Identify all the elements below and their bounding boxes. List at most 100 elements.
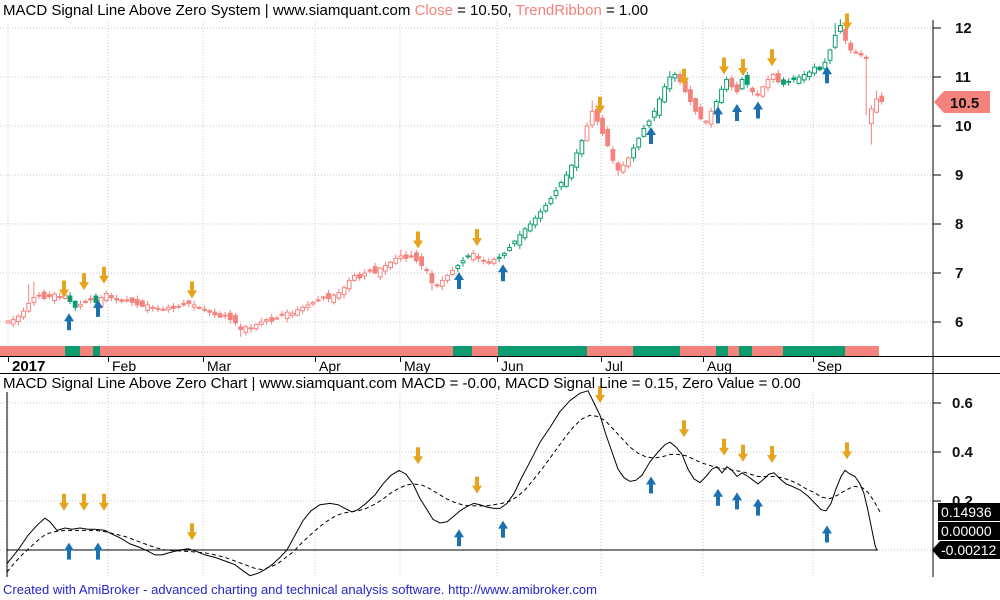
candle-body [372,266,378,274]
candle-body [589,110,595,126]
amibroker-footer: Created with AmiBroker - advanced charti… [3,582,597,597]
candle-body [119,299,125,302]
candle-body [569,164,574,179]
price-axis-label: 8 [955,216,963,233]
candle-body [326,293,331,300]
candle-body [336,292,342,299]
candle-body [186,300,192,304]
candle-body [491,258,497,264]
candle-body [827,49,833,61]
macd-value-box [938,503,1000,521]
macd-axis-label: 0.4 [952,444,974,461]
candle-body [879,95,885,102]
candle-body [171,305,176,309]
candle-body [605,128,611,147]
candle-body [310,301,316,305]
candle-body [103,293,109,302]
candle-body [801,74,807,81]
candle-body [5,320,11,324]
price-pane-title-text: MACD Signal Line Above Zero System | www… [3,2,415,19]
trend-ribbon-segment [0,346,65,356]
candle-body [233,315,238,324]
trend-ribbon-segment [752,346,783,356]
date-label: Apr [319,358,341,374]
candle-body [817,66,823,71]
sell-arrow-icon [738,59,748,76]
candle-body [134,299,140,306]
candle-body [72,300,78,308]
candle-body [212,311,218,316]
candle-body [88,298,94,301]
sell-arrow-icon [472,229,482,247]
candle-body [739,79,745,90]
candle-body [636,137,642,148]
candle-body [403,254,409,259]
candle-body [160,308,166,311]
candle-body [238,326,244,330]
candle-body [248,327,254,330]
sell-arrow-icon [79,273,89,291]
trend-ribbon-segment [783,346,845,356]
date-label: Sep [817,358,842,374]
candle-body [341,287,347,296]
date-tick [400,357,401,362]
candle-body [414,252,419,262]
buy-arrow-icon [64,313,74,331]
candle-body [775,73,781,83]
candle-body [796,76,802,84]
candle-body [21,310,26,318]
sell-arrow-icon [595,96,605,114]
candle-body [217,313,223,318]
price-axis-label: 6 [955,314,963,331]
buy-arrow-icon [93,542,103,560]
candle-body [424,269,430,272]
candle-body [631,147,637,159]
date-label: Jun [501,358,524,374]
candle-body [672,74,678,79]
candle-body [331,294,337,303]
candle-body [698,106,704,120]
trend-ribbon-segment [65,346,80,356]
candle-body [377,267,383,278]
candle-body [522,228,528,239]
candle-body [781,79,786,85]
candle-body [408,255,414,258]
candle-body [496,256,502,259]
candle-body [78,303,83,307]
candle-body [853,51,859,54]
sell-arrow-icon [767,446,777,463]
buy-arrow-icon [753,101,763,119]
date-tick [601,357,602,362]
candle-body [269,317,275,322]
candle-body [155,307,161,310]
candle-body [114,298,119,301]
macd-value-label: -0.00212 [941,542,996,558]
sell-arrow-icon [187,281,197,299]
trend-ribbon-segment [728,346,739,356]
trend-ribbon-segment [80,346,93,356]
buy-arrow-icon [732,492,742,510]
date-axis[interactable]: 2017 Feb Mar Apr May Jun Jul Aug Sep [0,356,1000,375]
candle-body [191,304,197,308]
candle-body [429,273,435,284]
candle-body [869,108,874,125]
candle-body [532,217,538,226]
candle-body [538,211,543,219]
candle-body [279,313,285,316]
candle-body [858,53,864,56]
candle-body [760,86,766,97]
candle-body [93,295,99,303]
candle-body [83,300,88,303]
candle-body [67,295,73,302]
price-axis-label: 11 [955,69,971,86]
candle-body [832,34,838,48]
candle-body [765,79,771,89]
sell-arrow-icon [99,493,109,511]
candle-body [501,252,507,256]
candle-body [553,190,559,197]
trend-ribbon-segment [93,346,100,356]
candle-body [558,181,564,188]
buy-arrow-icon [646,476,656,494]
candle-body [874,98,880,113]
